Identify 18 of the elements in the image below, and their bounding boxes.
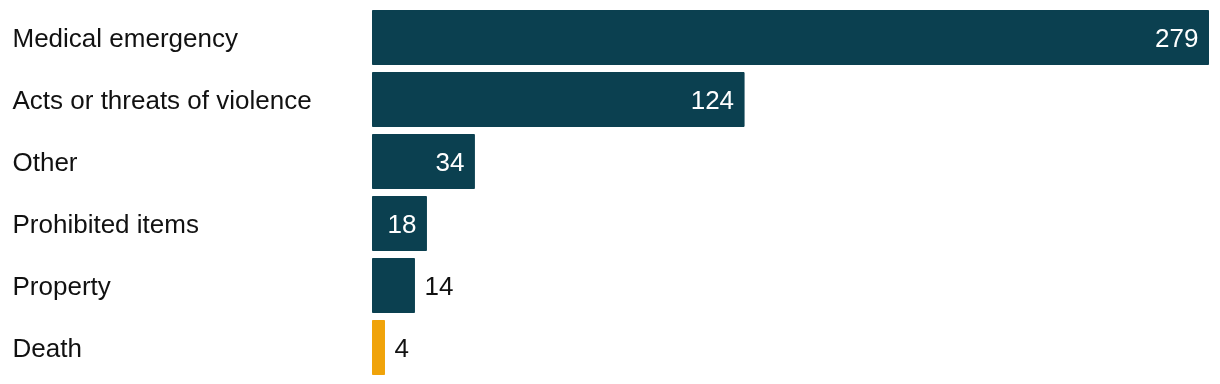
y-tick-label: Other — [12, 146, 78, 177]
bar — [372, 134, 475, 189]
bar — [372, 258, 415, 313]
y-tick-label: Prohibited items — [12, 208, 199, 239]
bar — [372, 72, 745, 127]
bar — [372, 10, 1209, 65]
data-label: 279 — [1155, 22, 1199, 53]
y-tick-label: Acts or threats of violence — [12, 84, 312, 115]
data-label: 34 — [435, 146, 465, 177]
y-tick-label: Property — [12, 270, 111, 301]
data-label: 14 — [424, 270, 454, 301]
y-tick-label: Death — [12, 332, 82, 363]
data-label: 18 — [387, 208, 417, 239]
bar — [372, 196, 427, 251]
bar — [372, 320, 385, 375]
y-tick-label: Medical emergency — [12, 22, 238, 53]
data-label: 124 — [690, 84, 735, 115]
data-label: 4 — [394, 332, 409, 363]
